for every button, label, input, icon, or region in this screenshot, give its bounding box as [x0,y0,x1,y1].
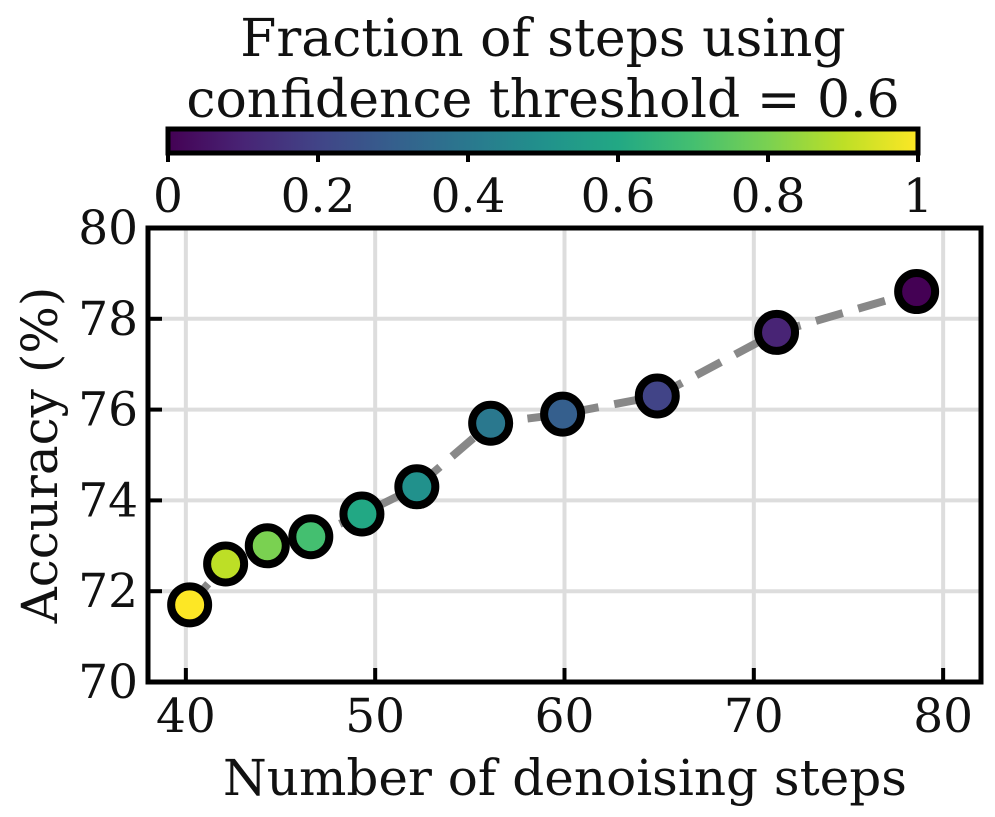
colorbar-tick-label-3: 0.6 [581,169,656,224]
colorbar: 0 0.2 0.4 0.6 0.8 1 [153,126,933,224]
data-point-3 [288,514,334,560]
data-point-9 [754,309,800,355]
y-tick-label-0: 70 [78,655,138,710]
data-point-5 [394,464,440,510]
x-tick-label-4: 80 [913,689,973,744]
y-tick-label-3: 76 [78,383,138,438]
connector-line [186,287,918,608]
data-point-10 [894,269,940,315]
data-point-1 [203,541,249,587]
y-tick-label-1: 72 [78,564,138,619]
x-tick-label-1: 50 [345,689,405,744]
y-axis-label: Accuracy (%) [11,287,69,625]
colorbar-tick-label-0: 0 [153,169,183,224]
colorbar-tick-label-2: 0.4 [431,169,506,224]
x-tick-label-2: 60 [535,689,595,744]
y-tick-label-2: 74 [78,473,138,528]
data-points [167,269,940,628]
y-tick-label-5: 80 [78,201,138,256]
x-axis-label: Number of denoising steps [223,749,907,807]
grid [148,226,981,684]
colorbar-ticks: 0 0.2 0.4 0.6 0.8 1 [153,153,933,224]
x-tick-label-3: 70 [724,689,784,744]
data-point-6 [468,400,514,446]
data-point-4 [339,491,385,537]
x-tick-label-0: 40 [156,689,216,744]
x-axis-ticks: 40 50 60 70 80 [156,668,973,744]
colorbar-title: Fraction of steps using confidence thres… [186,9,899,130]
data-point-0 [167,582,213,628]
y-axis-ticks: 70 72 74 76 78 80 [78,201,162,710]
colorbar-tick-label-1: 0.2 [281,169,356,224]
colorbar-title-line-1: Fraction of steps using [240,9,845,69]
y-tick-label-4: 78 [78,292,138,347]
data-point-2 [244,523,290,569]
plot-area: 40 50 60 70 80 70 72 74 76 78 80 [78,201,984,744]
colorbar-gradient [165,126,921,156]
colorbar-tick-label-5: 1 [903,169,933,224]
colorbar-tick-label-4: 0.8 [731,169,806,224]
colorbar-title-line-2: confidence threshold = 0.6 [186,70,899,130]
data-point-8 [634,373,680,419]
data-point-7 [540,391,586,437]
